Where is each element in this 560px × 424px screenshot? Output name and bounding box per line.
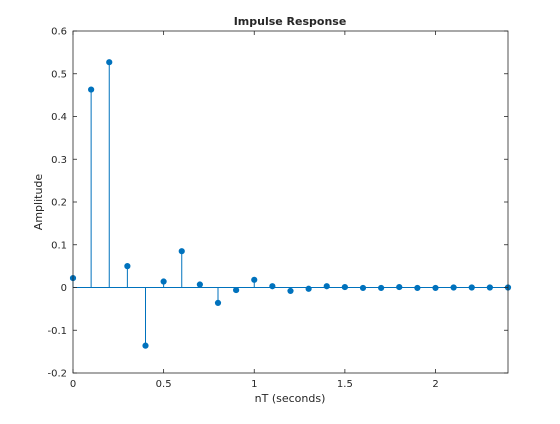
- y-tick-label: 0.6: [51, 27, 67, 38]
- stem-marker: [142, 342, 149, 349]
- stem-marker: [486, 284, 493, 291]
- y-tick-label: 0.2: [51, 198, 67, 209]
- stem-marker: [178, 248, 185, 255]
- x-tick-label: 0: [70, 379, 76, 390]
- stem-marker: [214, 299, 222, 306]
- x-tick-label: 1.5: [337, 379, 353, 390]
- stem-marker: [378, 284, 385, 292]
- y-tick-label: 0.4: [51, 112, 67, 123]
- plot-area: [73, 31, 508, 373]
- x-axis-label: nT (seconds): [255, 392, 326, 405]
- stem-marker: [251, 276, 258, 283]
- y-axis-label: Amplitude: [32, 174, 45, 231]
- y-axis-ticks: -0.2 -0.1 0 0.1 0.2 0.3 0.4 0.5 0.6: [47, 27, 508, 380]
- stem-marker: [396, 283, 403, 291]
- stem-marker: [450, 284, 457, 291]
- y-tick-label: 0.3: [51, 155, 67, 166]
- stem-marker: [323, 283, 330, 290]
- y-tick-label: -0.2: [47, 369, 67, 380]
- stem-marker: [359, 284, 367, 292]
- stem-marker: [341, 283, 348, 291]
- stem-marker: [414, 284, 421, 292]
- x-axis-ticks: 0 0.5 1 1.5 2: [70, 31, 439, 390]
- stem-marker: [124, 263, 131, 270]
- stem-marker: [106, 59, 113, 66]
- y-tick-label: 0: [61, 283, 67, 294]
- stem-marker: [287, 287, 294, 295]
- stem-marker: [305, 285, 312, 292]
- stem-marker: [468, 284, 475, 291]
- y-tick-label: 0.5: [51, 69, 67, 80]
- chart-title: Impulse Response: [234, 15, 347, 28]
- y-tick-label: -0.1: [47, 326, 67, 337]
- plot-background: [73, 31, 508, 373]
- stem-marker: [233, 286, 240, 294]
- stem-marker: [88, 86, 95, 93]
- stem-marker: [196, 281, 203, 288]
- x-tick-label: 2: [432, 379, 438, 390]
- stem-marker: [160, 278, 167, 285]
- stem-marker: [432, 284, 439, 292]
- x-tick-label: 1: [251, 379, 257, 390]
- x-tick-label: 0.5: [156, 379, 172, 390]
- stem-series: [69, 59, 512, 349]
- y-tick-label: 0.1: [51, 240, 67, 251]
- stem-marker: [269, 283, 276, 290]
